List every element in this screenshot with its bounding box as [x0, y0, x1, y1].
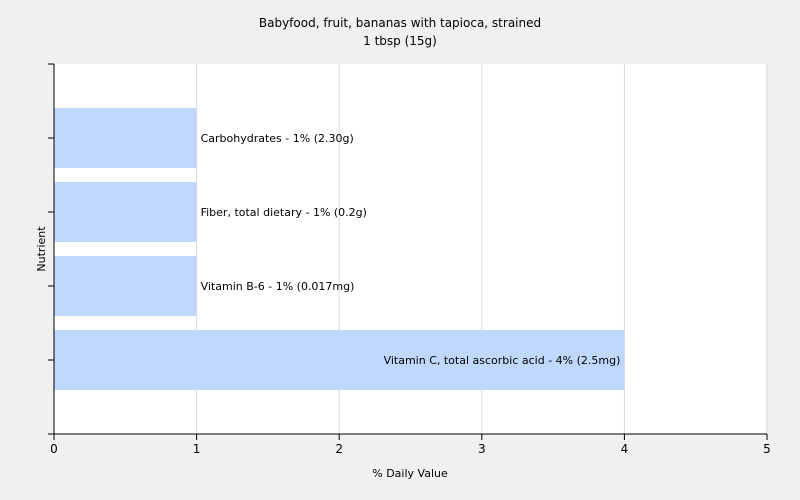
x-tick-label: 1 — [193, 442, 201, 456]
bar-label: Carbohydrates - 1% (2.30g) — [201, 132, 354, 145]
bar — [54, 256, 197, 316]
x-axis-title: % Daily Value — [372, 467, 448, 480]
x-tick-label: 3 — [478, 442, 486, 456]
y-axis-title: Nutrient — [35, 226, 48, 272]
bar — [54, 182, 197, 242]
chart-title: Babyfood, fruit, bananas with tapioca, s… — [259, 16, 541, 30]
x-tick-label: 5 — [763, 442, 771, 456]
bar-label: Fiber, total dietary - 1% (0.2g) — [201, 206, 367, 219]
x-tick-label: 4 — [621, 442, 629, 456]
bar-label: Vitamin B-6 - 1% (0.017mg) — [201, 280, 355, 293]
bar-label: Vitamin C, total ascorbic acid - 4% (2.5… — [384, 354, 621, 367]
x-tick-label: 0 — [50, 442, 58, 456]
bar — [54, 330, 625, 390]
bar — [54, 108, 197, 168]
x-tick-label: 2 — [335, 442, 343, 456]
chart-subtitle: 1 tbsp (15g) — [363, 34, 437, 48]
